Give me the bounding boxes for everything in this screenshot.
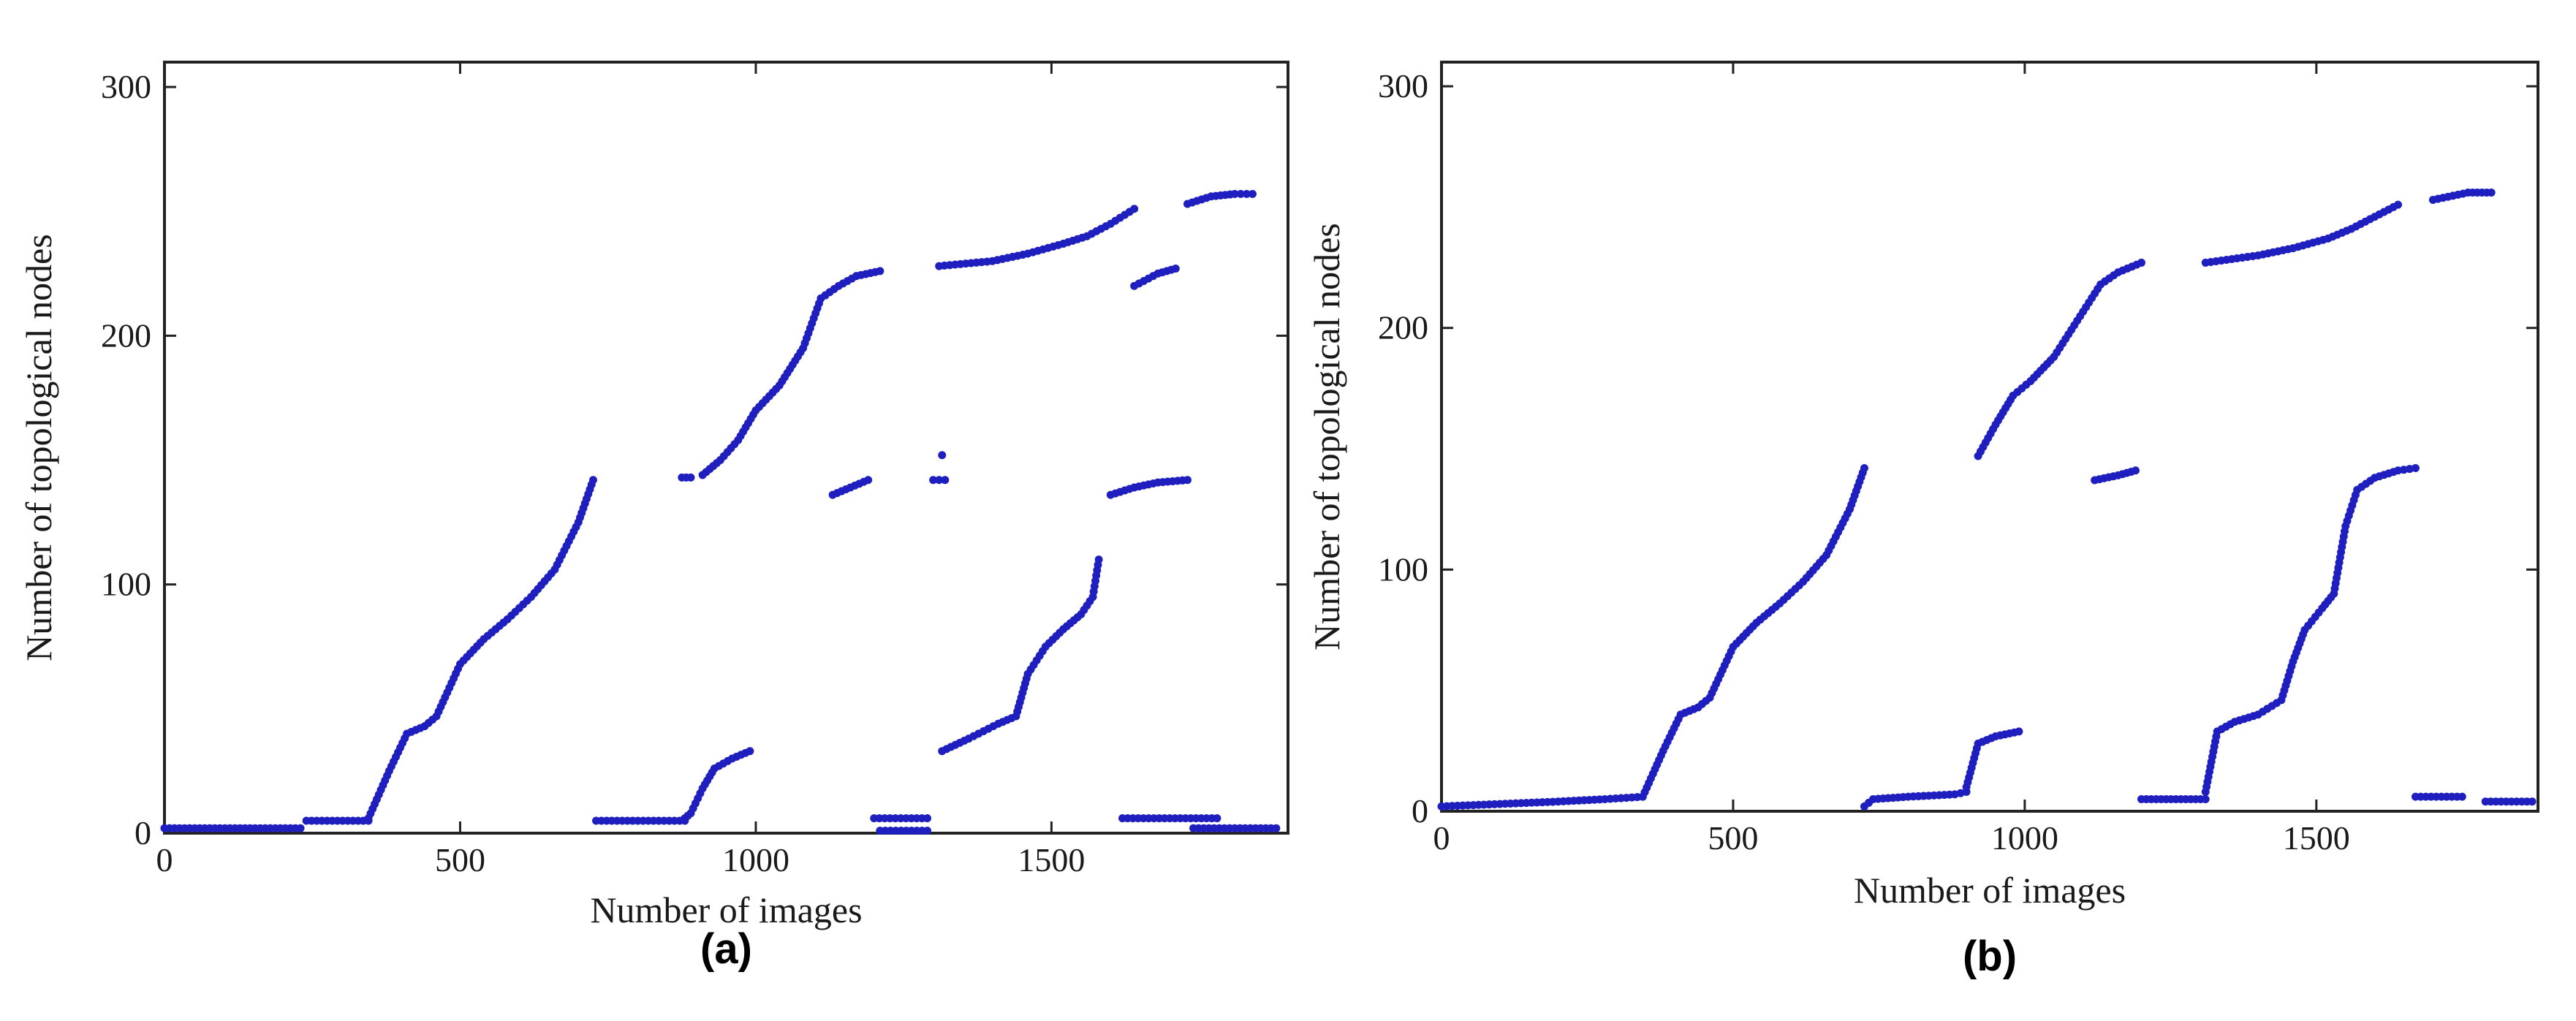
x-tick-label: 0 <box>156 841 173 878</box>
data-point <box>2528 797 2537 806</box>
series-segment-5 <box>2091 466 2140 485</box>
series-segment-2 <box>1860 788 1971 811</box>
y-tick-label: 100 <box>1378 550 1428 588</box>
series-segment-13 <box>935 205 1139 270</box>
data-point <box>1272 824 1281 832</box>
data-point <box>2458 792 2466 801</box>
x-axis-title: Number of images <box>1854 870 2126 911</box>
data-point <box>588 476 597 485</box>
plot-frame <box>1440 61 2539 813</box>
data-point <box>1130 205 1139 213</box>
series-segment-7 <box>2201 463 2420 797</box>
x-tick-label: 1500 <box>2283 819 2350 857</box>
data-point <box>1171 264 1180 273</box>
series-segment-5 <box>678 473 695 482</box>
series-segment-1 <box>1638 463 1868 801</box>
data-point <box>876 267 884 276</box>
series-segment-12 <box>938 555 1103 756</box>
data-point <box>2487 189 2496 197</box>
chart-panel-0: 0 500 1000 1500 0 100 200 300 Number of images Nu… <box>18 61 1289 973</box>
data-point <box>1860 463 1868 472</box>
data-point <box>2131 466 2140 475</box>
series-segment-11 <box>2481 797 2537 806</box>
series-segment-11 <box>938 451 947 460</box>
data-point <box>2201 794 2210 803</box>
series-segment-1 <box>302 816 373 825</box>
x-axis-title: Number of images <box>590 889 862 930</box>
data-point <box>938 451 947 460</box>
data-point <box>929 476 938 485</box>
data-point <box>1183 476 1192 485</box>
data-point <box>864 476 873 485</box>
data-point <box>296 824 305 832</box>
data-point <box>1242 189 1251 198</box>
y-tick-label: 0 <box>135 814 151 851</box>
data-point <box>2394 200 2403 209</box>
series-segment-17 <box>1189 824 1281 832</box>
data-point <box>1230 189 1239 198</box>
data-point <box>935 476 944 485</box>
data-point <box>2411 463 2420 472</box>
y-tick-label: 300 <box>101 68 151 105</box>
series-segment-3 <box>1962 727 2023 792</box>
y-tick-label: 200 <box>1378 309 1428 346</box>
series-segment-6 <box>2137 794 2210 803</box>
data-point <box>923 827 932 835</box>
data-point <box>686 473 695 482</box>
y-tick-label: 100 <box>101 566 151 603</box>
data-point <box>1248 189 1257 198</box>
series-segment-15 <box>1130 264 1180 290</box>
y-tick-label: 200 <box>101 316 151 354</box>
data-point <box>1213 814 1221 823</box>
series-segment-4 <box>1974 258 2145 460</box>
series-segment-2 <box>364 476 597 823</box>
series-segment-14 <box>1106 476 1192 499</box>
series-segment-10 <box>2411 792 2466 801</box>
panel-label: (b) <box>1963 933 2017 980</box>
y-axis-title: Number of topological nodes <box>1306 223 1347 650</box>
data-point <box>923 814 932 823</box>
data-point <box>746 747 754 756</box>
x-tick-label: 1000 <box>1991 819 2058 857</box>
y-tick-label: 0 <box>1412 792 1428 830</box>
series-segment-18 <box>1183 189 1257 208</box>
data-point <box>1094 555 1103 564</box>
x-tick-label: 1000 <box>722 841 789 878</box>
series-segment-8 <box>870 814 932 823</box>
y-tick-label: 300 <box>1378 67 1428 105</box>
y-axis-title: Number of topological nodes <box>18 234 59 661</box>
x-tick-label: 0 <box>1433 819 1450 857</box>
x-tick-label: 500 <box>435 841 485 878</box>
series-segment-8 <box>2201 200 2403 267</box>
data-point <box>2137 258 2145 267</box>
series-segment-10 <box>929 476 950 485</box>
data-point <box>1236 189 1245 198</box>
series-segment-0 <box>1437 792 1647 811</box>
series-segment-16 <box>1118 814 1221 823</box>
series-segment-7 <box>828 476 873 499</box>
series-segment-9 <box>2428 189 2496 204</box>
data-point <box>2015 727 2023 736</box>
chart-panel-1: 0 500 1000 1500 0 100 200 300 Number of images Nu… <box>1306 61 2539 980</box>
series-segment-0 <box>160 824 305 832</box>
series-segment-6 <box>698 267 884 479</box>
x-tick-label: 500 <box>1708 819 1758 857</box>
plot-frame <box>163 61 1289 835</box>
panel-label: (a) <box>700 925 752 973</box>
series-segment-3 <box>592 816 689 825</box>
x-tick-label: 1500 <box>1018 841 1085 878</box>
series-segment-9 <box>876 827 932 835</box>
series-segment-4 <box>681 747 754 823</box>
data-point <box>941 476 950 485</box>
